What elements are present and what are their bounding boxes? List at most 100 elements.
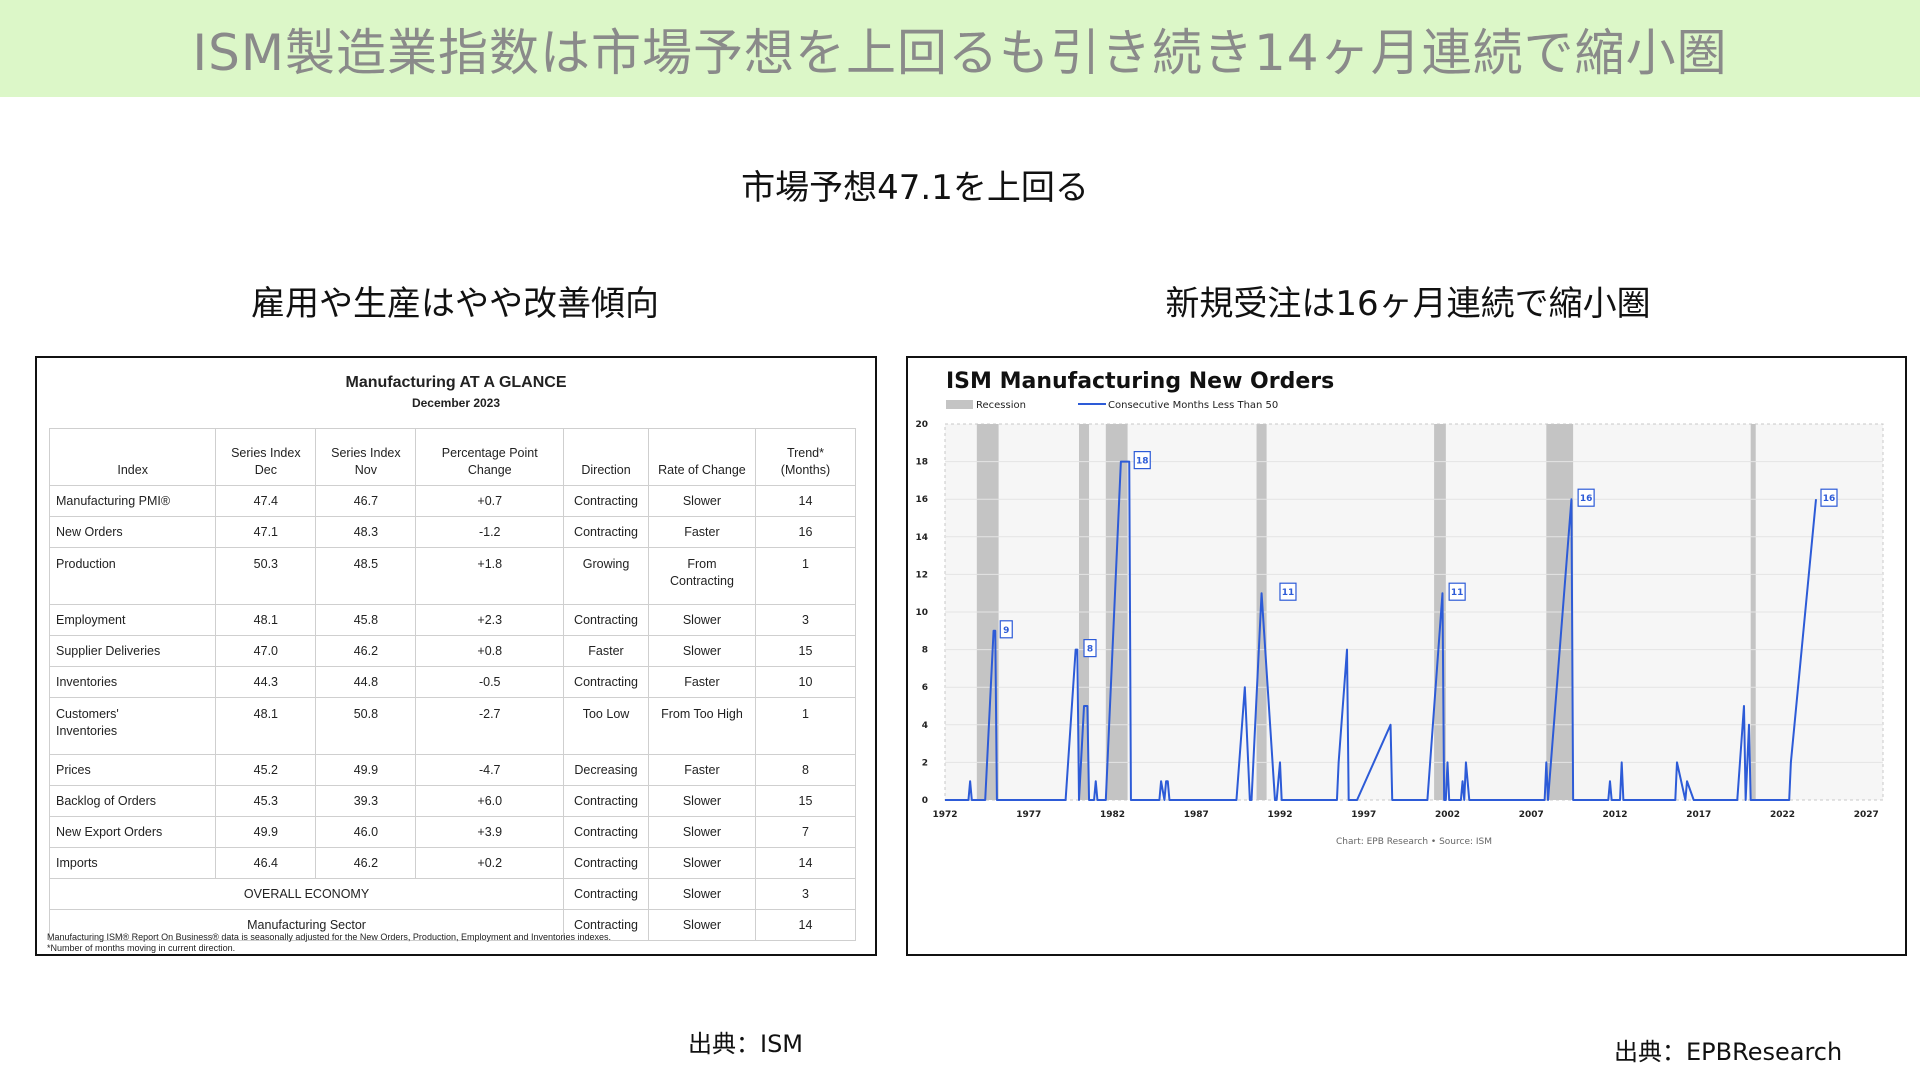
x-tick-label: 2027 [1854,810,1879,820]
table-cell: 7 [754,816,857,848]
x-tick-label: 1992 [1267,810,1292,820]
peak-annotation-label: 11 [1451,588,1464,598]
peak-annotation-box [1577,488,1595,507]
y-tick-label: 2 [922,758,928,768]
table-cell: 47.4 [215,485,317,517]
table-cell: From Too High [647,697,756,755]
table-cell: Contracting [563,604,649,636]
table-header-cell: Series Index Nov [315,428,417,486]
table-cell: 14 [754,485,857,517]
table-cell: +0.8 [415,635,565,667]
table-row: Inventories 44.3 44.8 -0.5 Contracting Faster… [48,666,857,698]
table-cell: 47.1 [215,516,317,548]
table-cell: 44.3 [215,666,317,698]
table-cell: Slower [647,785,756,817]
table-cell: +2.3 [415,604,565,636]
legend-label-recession: Recession [976,400,1026,411]
table-cell: 39.3 [315,785,417,817]
table-cell: 3 [754,878,857,910]
source-left: 出典：ISM [688,1030,804,1058]
table-header-cell: Index [48,428,217,486]
peak-annotation-label: 18 [1136,457,1149,467]
table-cell: 46.4 [215,847,317,879]
peak-annotation: 11 [1448,582,1466,601]
table-row-label: Manufacturing PMI® [48,485,217,517]
table-row: Production 50.3 48.5 +1.8 Growing From Contrac… [48,547,857,605]
x-tick-label: 1972 [932,810,957,820]
table-cell: Faster [647,516,756,548]
table-cell: 47.0 [215,635,317,667]
table-cell: Contracting [563,666,649,698]
peak-annotation-box [999,620,1013,639]
y-tick-label: 16 [915,495,928,505]
table-cell: Contracting [563,785,649,817]
table-row: Prices 45.2 49.9 -4.7 Decreasing Faster 8 [48,754,857,786]
table-cell: +3.9 [415,816,565,848]
table-summary-row: Manufacturing Sector Contracting Slower 14 [48,909,857,941]
peak-annotation-box [1448,582,1466,601]
table-row-label: OVERALL ECONOMY [48,878,565,910]
table-cell: Contracting [563,516,649,548]
table-cell: 49.9 [315,754,417,786]
table-cell: Faster [563,635,649,667]
legend-label-series: Consecutive Months Less Than 50 [1108,400,1278,411]
table-cell: Slower [647,878,756,910]
table-row: Manufacturing PMI® 47.4 46.7 +0.7 Contractin… [48,485,857,517]
table-cell: 8 [754,754,857,786]
table-cell: Contracting [563,847,649,879]
table-row: Customers' Inventories 48.1 50.8 -2.7 Too Low… [48,697,857,755]
table-cell: Contracting [563,816,649,848]
table-row-label: New Orders [48,516,217,548]
peak-annotation: 16 [1820,488,1838,507]
table-row-label: Imports [48,847,217,879]
table-cell: Slower [647,816,756,848]
peak-annotation-label: 16 [1823,494,1836,504]
table-cell: 48.1 [215,697,317,755]
peak-annotation: 9 [999,620,1013,639]
title-banner: ISM製造業指数は市場予想を上回るも引き続き14ヶ月連続で縮小圏 [0,0,1920,97]
x-tick-label: 1997 [1351,810,1376,820]
table-header-cell: Trend* (Months) [754,428,857,486]
table-cell: Slower [647,847,756,879]
x-tick-label: 2022 [1770,810,1795,820]
peak-annotation: 11 [1279,582,1297,601]
table-cell: 15 [754,785,857,817]
source-right: 出典：EPBResearch [1614,1038,1843,1066]
table-row: Backlog of Orders 45.3 39.3 +6.0 Contracting… [48,785,857,817]
peak-annotation: 18 [1133,450,1151,470]
table-row-label: Employment [48,604,217,636]
table-footnote-2: *Number of months moving in current dire… [47,943,236,953]
table-row: New Export Orders 49.9 46.0 +3.9 Contracting… [48,816,857,848]
table-cell: +0.2 [415,847,565,879]
table-row-label: Supplier Deliveries [48,635,217,667]
table-cell: -2.7 [415,697,565,755]
table-header-cell: Rate of Change [647,428,756,486]
table-cell: 46.0 [315,816,417,848]
table-cell: -1.2 [415,516,565,548]
peak-annotation: 8 [1083,639,1097,658]
table-title: Manufacturing AT A GLANCE [345,374,567,391]
x-tick-label: 1982 [1100,810,1125,820]
series-line [945,460,1817,801]
table-cell: Contracting [563,909,649,941]
table-cell: From Contracting [647,547,756,605]
right-section-title: 新規受注は16ヶ月連続で縮小圏 [1165,284,1651,324]
x-tick-label: 2002 [1435,810,1460,820]
y-tick-label: 0 [922,796,928,806]
table-header-row: Index Series Index Dec Series Index Nov Perce… [48,428,857,486]
table-cell: 16 [754,516,857,548]
table-cell: Slower [647,635,756,667]
table-row: Imports 46.4 46.2 +0.2 Contracting Slower 14 [48,847,857,879]
peak-annotation-box [1279,582,1297,601]
table-cell: 14 [754,909,857,941]
table-cell: +1.8 [415,547,565,605]
peak-annotation-box [1820,488,1838,507]
x-tick-label: 2007 [1519,810,1544,820]
table-row: New Orders 47.1 48.3 -1.2 Contracting Faster 1… [48,516,857,548]
table-cell: Decreasing [563,754,649,786]
table-header-cell: Percentage Point Change [415,428,565,486]
table-row: Employment 48.1 45.8 +2.3 Contracting Slower 3 [48,604,857,636]
table-row-label: Inventories [48,666,217,698]
table-cell: Slower [647,909,756,941]
table-row-label: New Export Orders [48,816,217,848]
